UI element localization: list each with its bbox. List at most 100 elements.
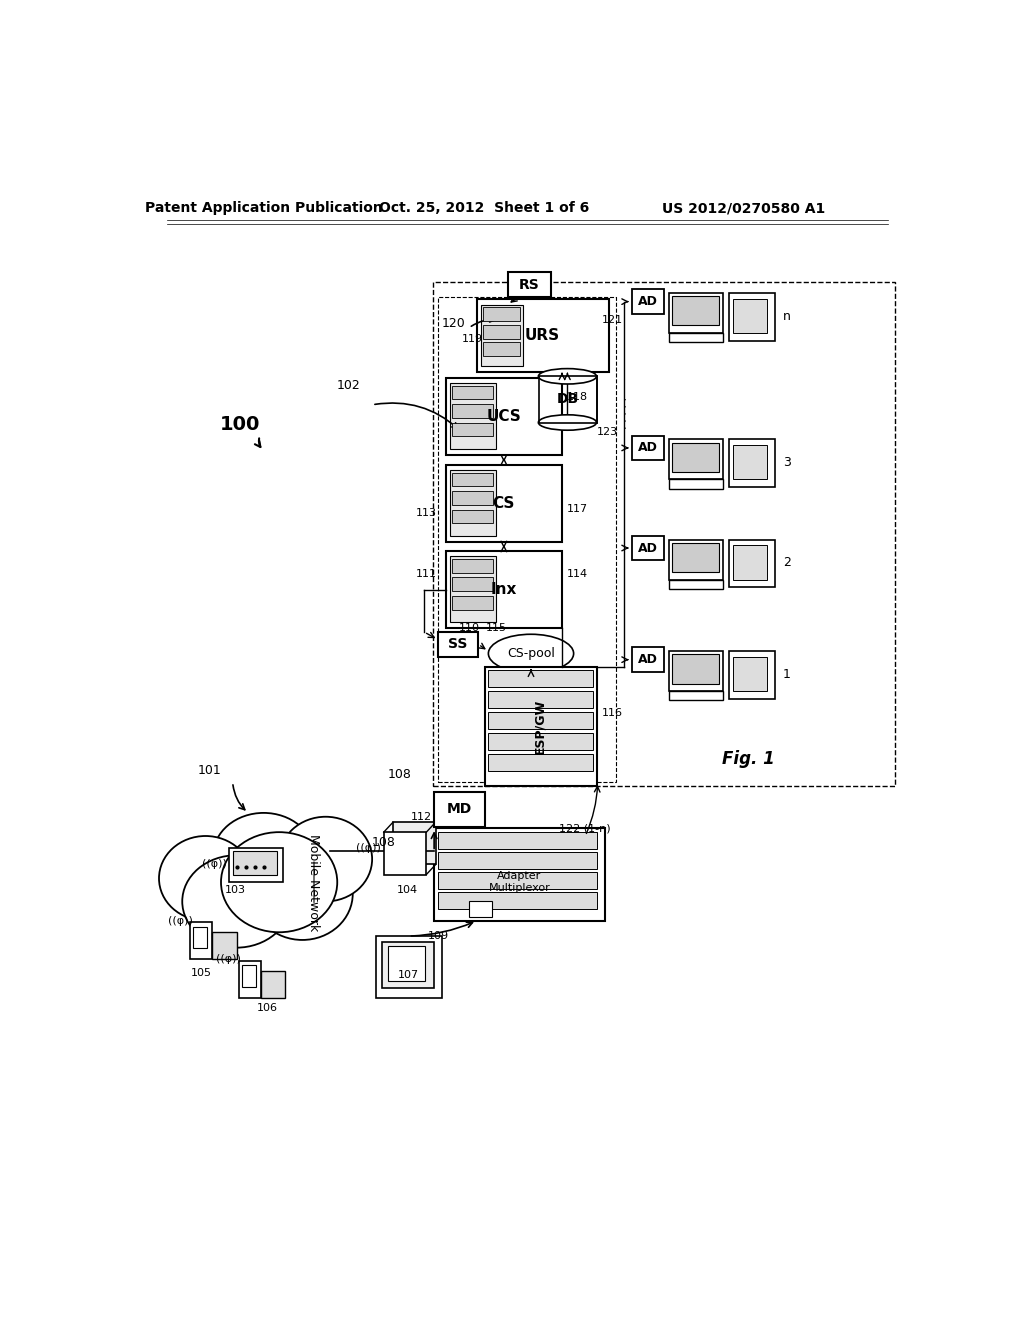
Text: 120: 120 bbox=[441, 317, 465, 330]
Bar bbox=[393, 822, 435, 865]
Text: 121: 121 bbox=[602, 315, 623, 325]
Bar bbox=[729, 540, 775, 587]
Bar bbox=[434, 792, 484, 826]
Text: 112: 112 bbox=[411, 812, 431, 822]
Text: 114: 114 bbox=[567, 569, 588, 579]
Bar bbox=[732, 656, 767, 692]
Bar bbox=[488, 671, 593, 688]
Bar bbox=[669, 579, 723, 589]
Text: 110: 110 bbox=[459, 623, 479, 634]
Bar bbox=[669, 440, 723, 479]
Bar bbox=[672, 296, 719, 326]
Text: URS: URS bbox=[525, 327, 560, 343]
Bar bbox=[732, 545, 767, 579]
Ellipse shape bbox=[159, 836, 252, 921]
Text: 117: 117 bbox=[567, 504, 588, 513]
Text: 123: 123 bbox=[596, 426, 617, 437]
Ellipse shape bbox=[252, 847, 352, 940]
Bar bbox=[438, 873, 597, 890]
Text: ((φ)): ((φ)) bbox=[168, 916, 194, 925]
Bar bbox=[450, 557, 496, 622]
Bar bbox=[477, 300, 608, 372]
Bar bbox=[452, 558, 493, 573]
Bar bbox=[669, 333, 723, 342]
Text: . . . . .: . . . . . bbox=[618, 396, 629, 429]
Bar bbox=[445, 465, 562, 543]
Bar bbox=[232, 851, 276, 875]
Text: 111: 111 bbox=[416, 569, 437, 579]
Bar bbox=[445, 552, 562, 628]
Bar bbox=[242, 965, 256, 987]
Bar bbox=[228, 847, 283, 882]
Text: CS: CS bbox=[493, 496, 515, 511]
Bar bbox=[669, 293, 723, 333]
Text: 107: 107 bbox=[398, 970, 419, 979]
Text: 104: 104 bbox=[396, 884, 418, 895]
Text: ((φ)): ((φ)) bbox=[355, 842, 381, 853]
Text: AD: AD bbox=[638, 541, 658, 554]
Text: 1: 1 bbox=[782, 668, 791, 681]
Ellipse shape bbox=[488, 635, 573, 673]
Bar bbox=[260, 970, 286, 998]
Bar bbox=[450, 470, 496, 536]
Bar bbox=[488, 711, 593, 729]
Bar bbox=[669, 692, 723, 701]
Bar bbox=[480, 305, 523, 367]
Text: RS: RS bbox=[519, 277, 540, 292]
Text: Oct. 25, 2012  Sheet 1 of 6: Oct. 25, 2012 Sheet 1 of 6 bbox=[379, 202, 590, 215]
Bar bbox=[729, 293, 775, 341]
Bar bbox=[669, 479, 723, 488]
Bar bbox=[452, 473, 493, 487]
Bar bbox=[672, 655, 719, 684]
Bar bbox=[190, 923, 212, 960]
Bar bbox=[484, 667, 597, 785]
Bar bbox=[434, 829, 604, 921]
Text: 103: 103 bbox=[224, 884, 246, 895]
Bar bbox=[450, 383, 496, 449]
Text: AD: AD bbox=[638, 296, 658, 308]
Text: 100: 100 bbox=[220, 414, 260, 433]
Text: SS: SS bbox=[449, 638, 468, 651]
Text: 116: 116 bbox=[602, 708, 623, 718]
Bar bbox=[382, 942, 434, 989]
Bar bbox=[376, 936, 442, 998]
Bar bbox=[488, 754, 593, 771]
Bar bbox=[432, 281, 895, 785]
Bar bbox=[672, 442, 719, 471]
Bar bbox=[452, 577, 493, 591]
Text: CS-pool: CS-pool bbox=[507, 647, 555, 660]
Bar bbox=[483, 342, 520, 356]
Bar bbox=[632, 436, 665, 461]
Bar bbox=[438, 632, 478, 657]
Bar bbox=[632, 647, 665, 672]
Text: Fig. 1: Fig. 1 bbox=[722, 750, 774, 768]
Ellipse shape bbox=[182, 855, 291, 948]
Text: 102: 102 bbox=[337, 379, 360, 392]
Text: ESP/GW: ESP/GW bbox=[534, 698, 547, 754]
Bar bbox=[483, 308, 520, 321]
Ellipse shape bbox=[221, 832, 337, 932]
Bar bbox=[508, 272, 551, 297]
Bar bbox=[539, 376, 597, 422]
Bar bbox=[384, 832, 426, 875]
Text: Adapter
Multiplexor: Adapter Multiplexor bbox=[488, 871, 550, 894]
Bar bbox=[452, 491, 493, 506]
Bar bbox=[452, 404, 493, 418]
Text: ((φ)): ((φ)) bbox=[216, 954, 242, 964]
Bar bbox=[488, 733, 593, 750]
Text: 115: 115 bbox=[485, 623, 507, 634]
Bar bbox=[438, 853, 597, 869]
Text: Patent Application Publication: Patent Application Publication bbox=[144, 202, 383, 215]
Bar bbox=[452, 422, 493, 437]
Bar bbox=[438, 832, 597, 849]
Text: n: n bbox=[782, 310, 791, 323]
Text: Mobile Network: Mobile Network bbox=[307, 833, 321, 931]
Bar bbox=[483, 325, 520, 339]
Bar bbox=[212, 932, 237, 960]
Text: AD: AD bbox=[638, 653, 658, 667]
Text: 106: 106 bbox=[257, 1003, 278, 1012]
Text: MD: MD bbox=[446, 803, 471, 816]
Text: Inx: Inx bbox=[490, 582, 517, 597]
Bar bbox=[729, 440, 775, 487]
Bar bbox=[469, 902, 493, 917]
